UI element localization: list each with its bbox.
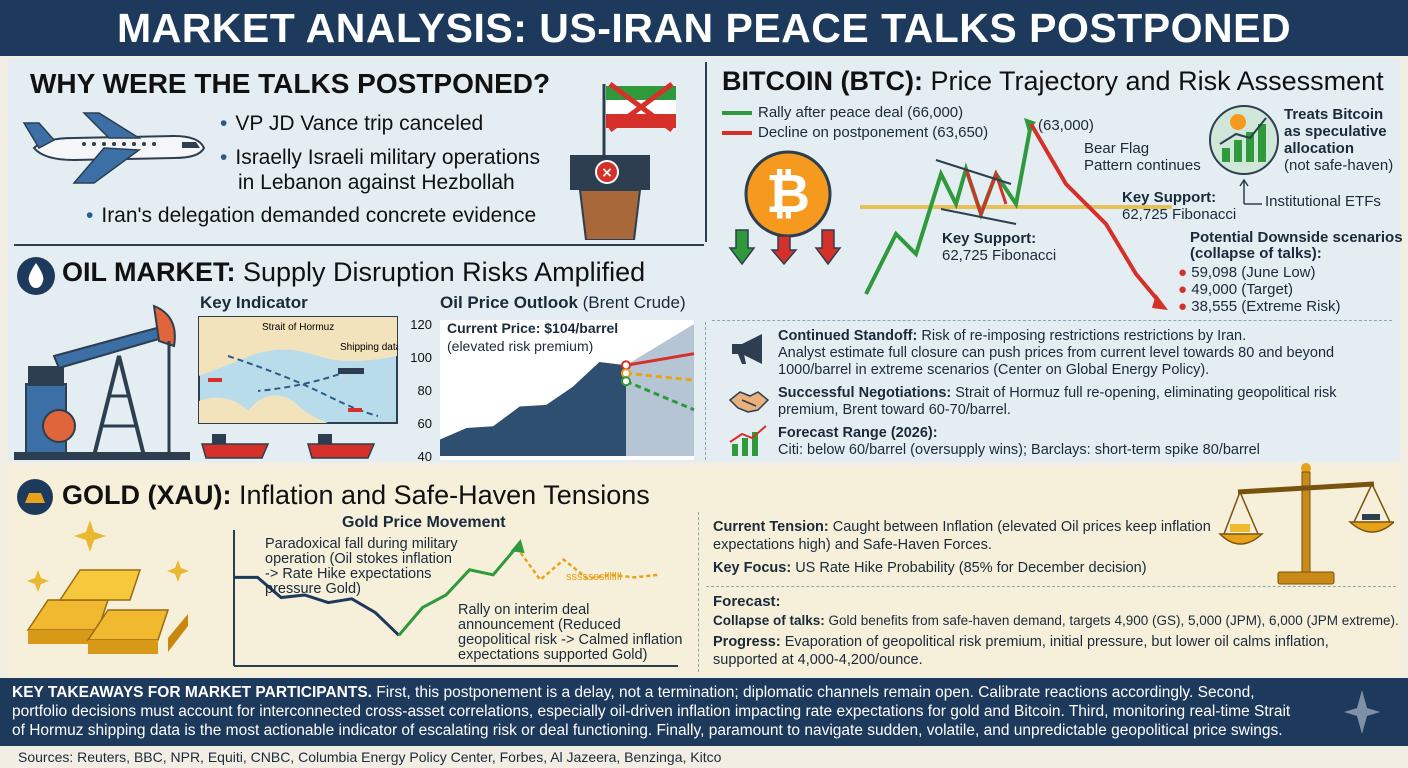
support-mid-value: 62,725 Fibonacci bbox=[942, 247, 1057, 264]
btc-rally-line bbox=[864, 123, 1033, 295]
why-bullet-3: Iran's delegation demanded concrete evid… bbox=[86, 204, 536, 228]
gold-line-fall bbox=[234, 575, 400, 637]
oil-scenario-mid-dot bbox=[621, 368, 631, 379]
downside-scenario-3: ● 38,555 (Extreme Risk) bbox=[1178, 298, 1341, 315]
support-mid-title: Key Support: bbox=[942, 230, 1037, 247]
oil-y-tick: 100 bbox=[410, 350, 432, 365]
standoff-text: Continued Standoff: Risk of re-imposing … bbox=[778, 328, 1335, 378]
success-text: Successful Negotiations: Strait of Hormu… bbox=[778, 385, 1337, 418]
oil-scenario-high-dot bbox=[621, 360, 631, 371]
hormuz-map: Strait of Hormuz Shipping data bbox=[198, 316, 398, 424]
treats-bitcoin-3: allocation bbox=[1284, 140, 1355, 157]
gold-line-forecast bbox=[515, 546, 659, 582]
bitcoin-icon: ₿ bbox=[728, 150, 842, 266]
gold-forecast-title: Forecast: bbox=[713, 593, 781, 610]
bear-flag-label-1: Bear Flag bbox=[1084, 140, 1150, 157]
gold-progress-text: Progress: Evaporation of geopolitical ri… bbox=[713, 634, 1329, 668]
oil-outlook-title: Oil Price Outlook (Brent Crude) bbox=[440, 293, 686, 312]
bear-flag-label-2: Pattern continues bbox=[1084, 157, 1201, 174]
tanker-ships-icon bbox=[201, 434, 376, 459]
sources: Sources: Reuters, BBC, NPR, Equiti, CNBC… bbox=[0, 746, 1408, 768]
oil-y-tick: 60 bbox=[418, 416, 432, 431]
handshake-icon bbox=[728, 391, 770, 413]
shipping-data-label: Shipping data bbox=[340, 342, 398, 353]
downside-title-1: Potential Downside scenarios bbox=[1190, 229, 1403, 246]
oil-scenario-low bbox=[625, 379, 695, 412]
growth-chart-icon bbox=[1209, 105, 1279, 175]
oil-heading: OIL MARKET: Supply Disruption Risks Ampl… bbox=[62, 257, 646, 287]
btc-heading: BITCOIN (BTC): Price Trajectory and Risk… bbox=[722, 66, 1384, 96]
divider-dashed bbox=[712, 320, 1392, 321]
treats-bitcoin-1: Treats Bitcoin bbox=[1284, 106, 1384, 123]
treats-bitcoin-4: (not safe-haven) bbox=[1284, 157, 1394, 174]
gold-bar-icon bbox=[17, 479, 53, 515]
btc-price-chart bbox=[860, 118, 1172, 310]
oil-scenario-low-dot bbox=[621, 376, 631, 387]
why-heading: WHY WERE THE TALKS POSTPONED? bbox=[30, 68, 551, 99]
airplane-icon bbox=[22, 112, 206, 184]
divider-vertical bbox=[705, 62, 707, 242]
treats-bitcoin-2: as speculative bbox=[1284, 123, 1387, 140]
support-right-title: Key Support: bbox=[1122, 189, 1217, 206]
bear-flag-pattern bbox=[964, 168, 1008, 219]
gold-tension-text: Current Tension: Caught between Inflatio… bbox=[713, 519, 1211, 553]
btc-decline-line bbox=[1029, 122, 1163, 306]
downside-scenario-2: ● 49,000 (Target) bbox=[1178, 281, 1293, 298]
hormuz-map-label: Strait of Hormuz bbox=[262, 322, 334, 333]
btc-peak-label: (63,000) bbox=[1038, 117, 1094, 134]
gold-line-rally bbox=[397, 546, 518, 637]
downside-scenario-1: ● 59,098 (June Low) bbox=[1178, 264, 1316, 281]
institutional-etfs: Institutional ETFs bbox=[1265, 193, 1381, 210]
oil-scenario-mid bbox=[625, 371, 695, 382]
gold-divider bbox=[698, 512, 699, 672]
gold-focus-text: Key Focus: US Rate Hike Probability (85%… bbox=[713, 560, 1147, 576]
legend-swatch-red bbox=[722, 131, 752, 136]
oil-pump-icon bbox=[14, 304, 190, 460]
svg-text:₿: ₿ bbox=[766, 162, 810, 225]
svg-text:×: × bbox=[601, 165, 613, 181]
gold-rally-arrowhead bbox=[510, 539, 525, 554]
btc-legend-decline: Decline on postponement (63,650) bbox=[722, 124, 988, 141]
oil-y-tick: 120 bbox=[410, 317, 432, 332]
support-right-value: 62,725 Fibonacci bbox=[1122, 206, 1237, 223]
oil-area bbox=[440, 361, 626, 456]
key-indicator-label: Key Indicator bbox=[200, 293, 308, 312]
key-takeaways: KEY TAKEAWAYS FOR MARKET PARTICIPANTS. F… bbox=[0, 678, 1408, 746]
divider-horizontal bbox=[14, 244, 704, 246]
gold-heading: GOLD (XAU): Inflation and Safe-Haven Ten… bbox=[62, 480, 650, 510]
why-bullet-2-cont: in Lebanon against Hezbollah bbox=[238, 171, 515, 194]
page-title: MARKET ANALYSIS: US-IRAN PEACE TALKS POS… bbox=[0, 0, 1408, 56]
gold-collapse-text: Collapse of talks: Gold benefits from sa… bbox=[713, 613, 1399, 628]
divider-dashed-vertical bbox=[705, 322, 706, 460]
megaphone-icon bbox=[732, 334, 762, 364]
why-bullet-1: VP JD Vance trip canceled bbox=[220, 112, 483, 136]
oil-drop-icon bbox=[17, 257, 55, 295]
legend-swatch-green bbox=[722, 111, 752, 116]
oil-y-tick: 40 bbox=[418, 449, 432, 464]
gold-price-chart: ssssssslllllll bbox=[233, 530, 678, 667]
forecast-chart-icon bbox=[729, 425, 767, 456]
downside-title-2: (collapse of talks): bbox=[1190, 245, 1322, 262]
arrow-up-icon bbox=[1239, 178, 1262, 205]
sparkle-icon bbox=[1344, 690, 1380, 734]
oil-scenario-high bbox=[625, 352, 695, 367]
forecast-range-text: Forecast Range (2026): Citi: below 60/ba… bbox=[778, 425, 1260, 458]
gold-bars-icon bbox=[26, 520, 189, 654]
oil-current-price: Current Price: $104/barrel bbox=[447, 320, 619, 336]
gold-squiggle: ssssssslllllll bbox=[566, 571, 622, 583]
gold-chart-title: Gold Price Movement bbox=[342, 514, 506, 531]
why-bullet-2: Israelly Israeli military operations bbox=[220, 146, 540, 170]
podium-flag-icon: × bbox=[570, 81, 676, 240]
balance-scale-icon bbox=[1218, 463, 1394, 585]
gold-fall-note: Paradoxical fall during military operatio… bbox=[265, 536, 458, 597]
oil-price-chart: 40 60 80 100 120 bbox=[410, 317, 695, 464]
oil-risk-note: (elevated risk premium) bbox=[447, 338, 594, 354]
gold-rally-note: Rally on interim deal announcement (Reduc… bbox=[458, 602, 683, 663]
gold-panel bbox=[8, 466, 1400, 676]
gold-divider-h bbox=[706, 586, 1396, 587]
oil-y-tick: 80 bbox=[418, 383, 432, 398]
btc-legend-rally: Rally after peace deal (66,000) bbox=[722, 104, 963, 121]
